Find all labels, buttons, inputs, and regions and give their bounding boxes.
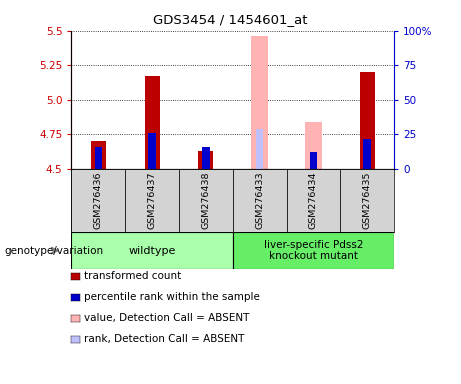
Bar [198,151,213,169]
Text: percentile rank within the sample: percentile rank within the sample [84,292,260,302]
Bar [145,76,160,169]
Bar [256,129,264,169]
Bar [363,139,371,169]
Text: transformed count: transformed count [84,271,182,281]
Bar [360,72,375,169]
Bar [305,122,322,169]
Text: GSM276438: GSM276438 [201,172,210,229]
Text: GSM276437: GSM276437 [148,172,157,229]
Bar [148,133,156,169]
Bar [71,232,233,269]
Text: wildtype: wildtype [129,245,176,256]
Bar [310,152,317,169]
Bar [251,36,268,169]
Bar [95,147,102,169]
Text: GSM276434: GSM276434 [309,172,318,229]
Bar [340,169,394,232]
Bar [91,141,106,169]
Text: GSM276435: GSM276435 [363,172,372,229]
Text: GSM276433: GSM276433 [255,172,264,230]
Bar [179,169,233,232]
Text: genotype/variation: genotype/variation [5,245,104,256]
Text: GSM276436: GSM276436 [94,172,103,229]
Bar [125,169,179,232]
Text: rank, Detection Call = ABSENT: rank, Detection Call = ABSENT [84,334,245,344]
Text: liver-specific Pdss2
knockout mutant: liver-specific Pdss2 knockout mutant [264,240,363,262]
Text: GDS3454 / 1454601_at: GDS3454 / 1454601_at [153,13,308,26]
Bar [233,232,394,269]
Text: value, Detection Call = ABSENT: value, Detection Call = ABSENT [84,313,250,323]
Bar [202,147,210,169]
Bar [71,169,125,232]
Bar [233,169,287,232]
Bar [310,152,317,169]
Bar [287,169,340,232]
